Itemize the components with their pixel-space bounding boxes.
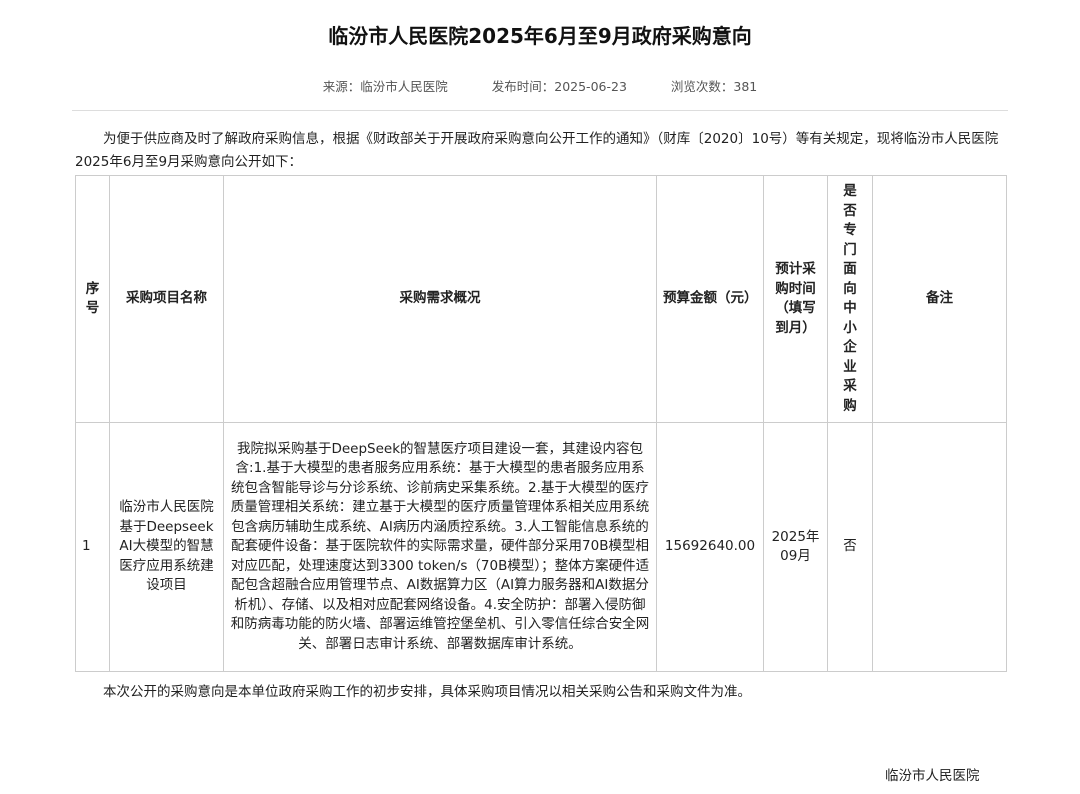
procurement-table: 序号 采购项目名称 采购需求概况 预算金额（元） 预计采购时间（填写到月） 是否… xyxy=(75,175,1007,672)
table-header-row: 序号 采购项目名称 采购需求概况 预算金额（元） 预计采购时间（填写到月） 是否… xyxy=(75,175,1007,423)
header-budget: 预算金额（元） xyxy=(656,175,764,423)
cell-remark xyxy=(872,422,1007,672)
closing-note: 本次公开的采购意向是本单位政府采购工作的初步安排，具体采购项目情况以相关采购公告… xyxy=(103,684,751,700)
header-time: 预计采购时间（填写到月） xyxy=(763,175,828,423)
cell-sme: 否 xyxy=(827,422,873,672)
article-meta: 来源：临汾市人民医院 发布时间：2025-06-23 浏览次数：381 xyxy=(0,76,1080,95)
publish-date: 发布时间：2025-06-23 xyxy=(491,79,627,94)
table-row: 1 临汾市人民医院基于Deepseek AI大模型的智慧医疗应用系统建设项目 我… xyxy=(75,422,1007,672)
header-no: 序号 xyxy=(75,175,110,423)
cell-name: 临汾市人民医院基于Deepseek AI大模型的智慧医疗应用系统建设项目 xyxy=(109,422,224,672)
signature: 临汾市人民医院 xyxy=(885,768,980,784)
view-count: 浏览次数：381 xyxy=(670,79,758,94)
cell-no: 1 xyxy=(75,422,110,672)
divider xyxy=(72,110,1008,111)
header-sme: 是否专门面向中小企业采购 xyxy=(827,175,873,423)
source: 来源：临汾市人民医院 xyxy=(322,79,448,94)
header-remark: 备注 xyxy=(872,175,1007,423)
header-name: 采购项目名称 xyxy=(109,175,224,423)
cell-time: 2025年09月 xyxy=(763,422,828,672)
header-desc: 采购需求概况 xyxy=(223,175,657,423)
intro-paragraph: 为便于供应商及时了解政府采购信息，根据《财政部关于开展政府采购意向公开工作的通知… xyxy=(75,131,999,170)
cell-budget: 15692640.00 xyxy=(656,422,764,672)
cell-desc: 我院拟采购基于DeepSeek的智慧医疗项目建设一套，其建设内容包含:1.基于大… xyxy=(223,422,657,672)
page-title: 临汾市人民医院2025年6月至9月政府采购意向 xyxy=(328,24,752,48)
